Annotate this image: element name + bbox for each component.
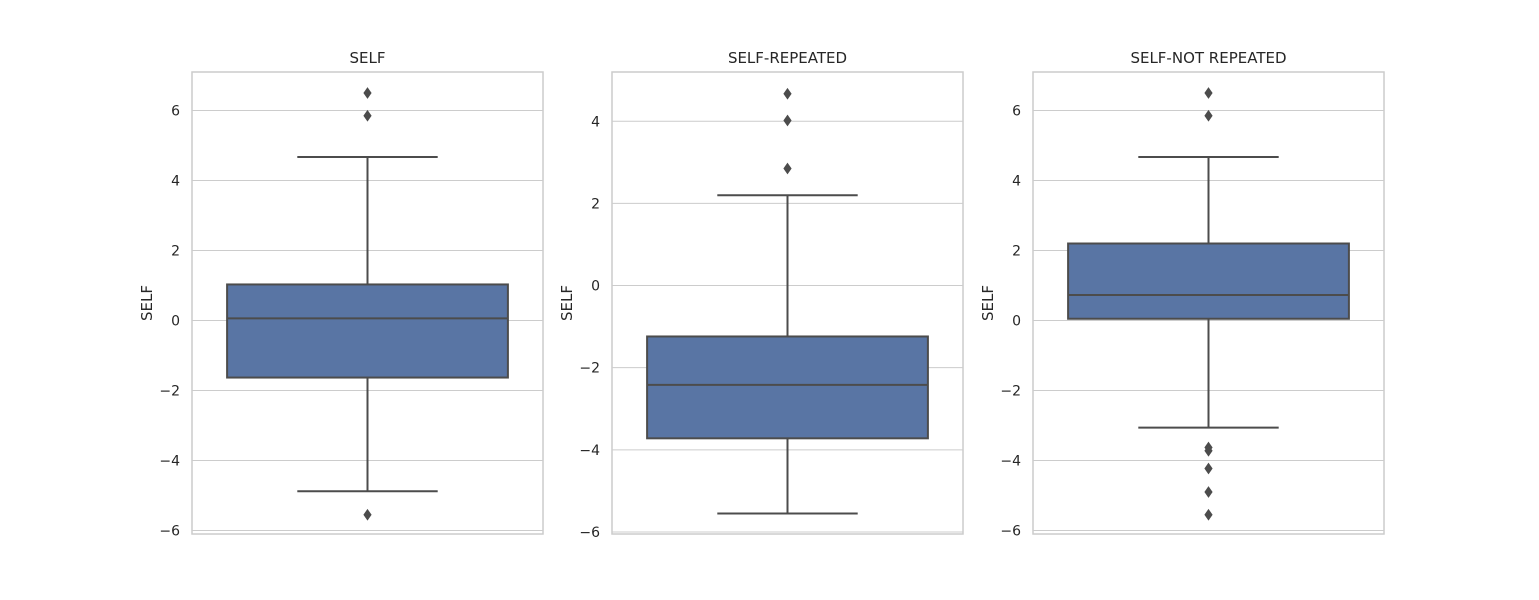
y-axis-label: SELF [138, 285, 156, 321]
y-tick-label: −6 [579, 525, 600, 541]
outlier-point [783, 114, 792, 127]
panel-title: SELF-NOT REPEATED [1130, 49, 1286, 67]
outlier-point [1204, 109, 1213, 122]
panel-title: SELF [350, 49, 386, 67]
outlier-point [363, 87, 372, 99]
outlier-point [1204, 87, 1213, 99]
panel-2: 4 2 0 −2 −4 −6 SELF SELF-REPEATED [558, 49, 964, 541]
plot-frame [191, 71, 544, 535]
plot-frame [1032, 71, 1385, 535]
y-tick-label: −4 [579, 443, 600, 459]
y-tick-label: −6 [1000, 524, 1021, 540]
outlier-point [363, 109, 372, 122]
outlier-point [1204, 444, 1213, 457]
y-tick-label: −6 [159, 524, 180, 540]
iqr-box [1067, 242, 1350, 320]
y-tick-label: 0 [591, 279, 600, 295]
outlier-point [1204, 462, 1213, 475]
y-tick-label: −4 [1000, 454, 1021, 470]
outlier-point [783, 162, 792, 175]
y-tick-label: 2 [1012, 244, 1021, 260]
y-tick-label: −4 [159, 454, 180, 470]
panel-title: SELF-REPEATED [728, 49, 847, 67]
y-tick-label: 4 [171, 174, 180, 190]
y-tick-label: 2 [171, 244, 180, 260]
y-tick-label: 6 [1012, 104, 1021, 120]
iqr-box [646, 335, 929, 440]
y-tick-label: 2 [591, 196, 600, 212]
y-axis-label: SELF [979, 285, 997, 321]
y-tick-label: −2 [579, 361, 600, 377]
y-tick-label: 0 [171, 314, 180, 330]
y-tick-label: 4 [591, 114, 600, 130]
outlier-point [363, 508, 372, 521]
iqr-box [226, 283, 509, 379]
outlier-point [783, 87, 792, 100]
outlier-point [1204, 508, 1213, 521]
panel-1: 6 4 2 0 −2 −4 −6 SELF SELF [138, 49, 544, 540]
y-tick-label: 6 [171, 104, 180, 120]
y-tick-label: −2 [159, 384, 180, 400]
y-tick-label: 4 [1012, 174, 1021, 190]
y-axis-label: SELF [558, 285, 576, 321]
panel-3: 6 4 2 0 −2 −4 −6 SELF SELF-NOT REPEATED [979, 49, 1385, 540]
plot-frame [611, 71, 964, 535]
outlier-point [1204, 486, 1213, 498]
y-tick-label: −2 [1000, 384, 1021, 400]
y-tick-label: 0 [1012, 314, 1021, 330]
